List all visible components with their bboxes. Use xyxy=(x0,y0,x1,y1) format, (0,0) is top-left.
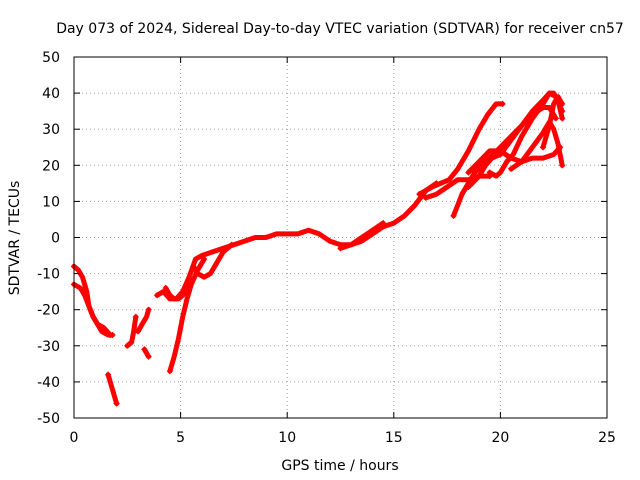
data-point-marker xyxy=(337,245,344,252)
data-point-marker xyxy=(145,306,152,313)
series-track-c xyxy=(105,372,120,407)
series-track-j xyxy=(190,242,235,280)
x-tick-label: 20 xyxy=(491,430,509,446)
series-track-p xyxy=(487,90,565,179)
data-point-marker xyxy=(552,115,559,122)
series-track-e xyxy=(135,307,152,334)
series-track-q xyxy=(465,144,563,175)
data-point-marker xyxy=(107,331,114,338)
x-tick-label: 5 xyxy=(176,430,185,446)
grid-layer xyxy=(74,57,607,418)
x-tick-label: 15 xyxy=(385,430,403,446)
data-point-marker xyxy=(465,169,472,176)
data-point-marker xyxy=(416,191,423,198)
data-point-marker xyxy=(422,194,429,201)
data-point-marker xyxy=(190,263,197,270)
data-point-marker xyxy=(132,313,139,320)
data-point-marker xyxy=(540,144,547,151)
data-point-marker xyxy=(486,169,493,176)
data-point-marker xyxy=(450,212,457,219)
series-track-b xyxy=(71,281,113,338)
data-point-marker xyxy=(134,328,141,335)
data-point-marker xyxy=(559,115,566,122)
series-track-a xyxy=(71,263,115,338)
series-track-s xyxy=(540,94,565,150)
data-point-marker xyxy=(559,100,566,107)
data-point-marker xyxy=(465,183,472,190)
series-track-h xyxy=(163,278,194,302)
series-track-d xyxy=(124,314,139,349)
data-point-marker xyxy=(105,371,112,378)
series-track-l xyxy=(416,101,505,197)
y-tick-label: 20 xyxy=(42,158,60,174)
data-point-marker xyxy=(145,353,152,360)
data-point-marker xyxy=(559,162,566,169)
x-tick-label: 0 xyxy=(70,430,79,446)
y-tick-label: -50 xyxy=(37,411,60,427)
data-point-marker xyxy=(228,241,235,248)
x-tick-label: 10 xyxy=(278,430,296,446)
data-point-marker xyxy=(113,400,120,407)
series-track-f xyxy=(141,346,152,360)
y-tick-label: 40 xyxy=(42,86,60,102)
y-tick-label: 30 xyxy=(42,122,60,138)
data-point-marker xyxy=(154,292,161,299)
data-point-marker xyxy=(162,285,169,292)
tick-layer: 0 5 10 15 20 25 -50 -40 -30 -20 -10 0 10 20 30 40 50 xyxy=(37,50,616,446)
data-point-marker xyxy=(141,346,148,353)
y-tick-label: 0 xyxy=(51,231,60,247)
data-point-marker xyxy=(201,256,208,263)
data-point-marker xyxy=(124,342,131,349)
data-point-marker xyxy=(166,368,173,375)
y-tick-label: -10 xyxy=(37,267,60,283)
x-tick-label: 25 xyxy=(598,430,616,446)
y-tick-label: 10 xyxy=(42,194,60,210)
series-track-r xyxy=(508,119,565,172)
data-point-marker xyxy=(508,165,515,172)
y-tick-label: -40 xyxy=(37,375,60,391)
y-tick-label: 50 xyxy=(42,50,60,66)
y-tick-label: -30 xyxy=(37,339,60,355)
y-tick-label: -20 xyxy=(37,303,60,319)
data-point-marker xyxy=(499,100,506,107)
x-axis-label: GPS time / hours xyxy=(281,458,398,474)
series-layer xyxy=(71,90,566,407)
y-axis-label: SDTVAR / TECUs xyxy=(7,181,23,296)
chart-title: Day 073 of 2024, Sidereal Day-to-day VTE… xyxy=(56,21,624,37)
series-track-k xyxy=(338,180,439,251)
plot-frame xyxy=(73,56,608,419)
